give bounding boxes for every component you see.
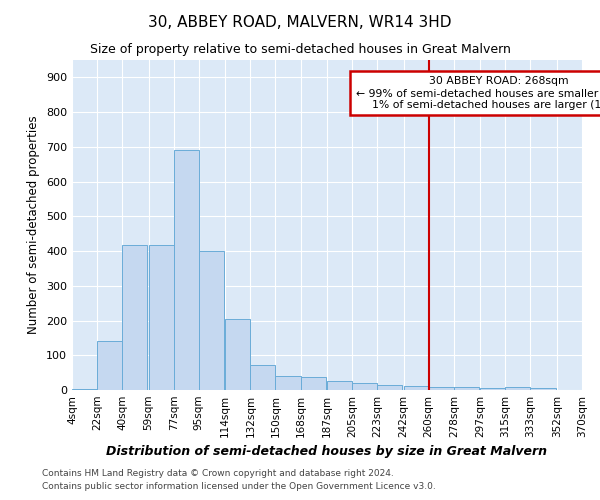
- Bar: [454, 386, 479, 390]
- Bar: [275, 376, 301, 390]
- Text: Contains HM Land Registry data © Crown copyright and database right 2024.: Contains HM Land Registry data © Crown c…: [42, 468, 394, 477]
- Bar: [149, 245, 174, 390]
- Text: 30, ABBEY ROAD, MALVERN, WR14 3HD: 30, ABBEY ROAD, MALVERN, WR14 3HD: [148, 15, 452, 30]
- Bar: [122, 245, 147, 390]
- Bar: [480, 388, 505, 390]
- Bar: [505, 386, 530, 390]
- Bar: [72, 388, 97, 390]
- Bar: [174, 150, 199, 390]
- Bar: [404, 386, 429, 390]
- Bar: [429, 386, 454, 390]
- Text: Size of property relative to semi-detached houses in Great Malvern: Size of property relative to semi-detach…: [89, 42, 511, 56]
- Bar: [377, 385, 402, 390]
- Text: Contains public sector information licensed under the Open Government Licence v3: Contains public sector information licen…: [42, 482, 436, 491]
- Bar: [327, 380, 352, 390]
- Bar: [301, 377, 326, 390]
- Text: 30 ABBEY ROAD: 268sqm
← 99% of semi-detached houses are smaller (2,048)
1% of se: 30 ABBEY ROAD: 268sqm ← 99% of semi-deta…: [356, 76, 600, 110]
- Bar: [97, 342, 122, 390]
- Bar: [352, 383, 377, 390]
- X-axis label: Distribution of semi-detached houses by size in Great Malvern: Distribution of semi-detached houses by …: [107, 446, 548, 458]
- Bar: [225, 319, 250, 390]
- Bar: [530, 388, 556, 390]
- Bar: [199, 251, 224, 390]
- Y-axis label: Number of semi-detached properties: Number of semi-detached properties: [28, 116, 40, 334]
- Bar: [250, 364, 275, 390]
